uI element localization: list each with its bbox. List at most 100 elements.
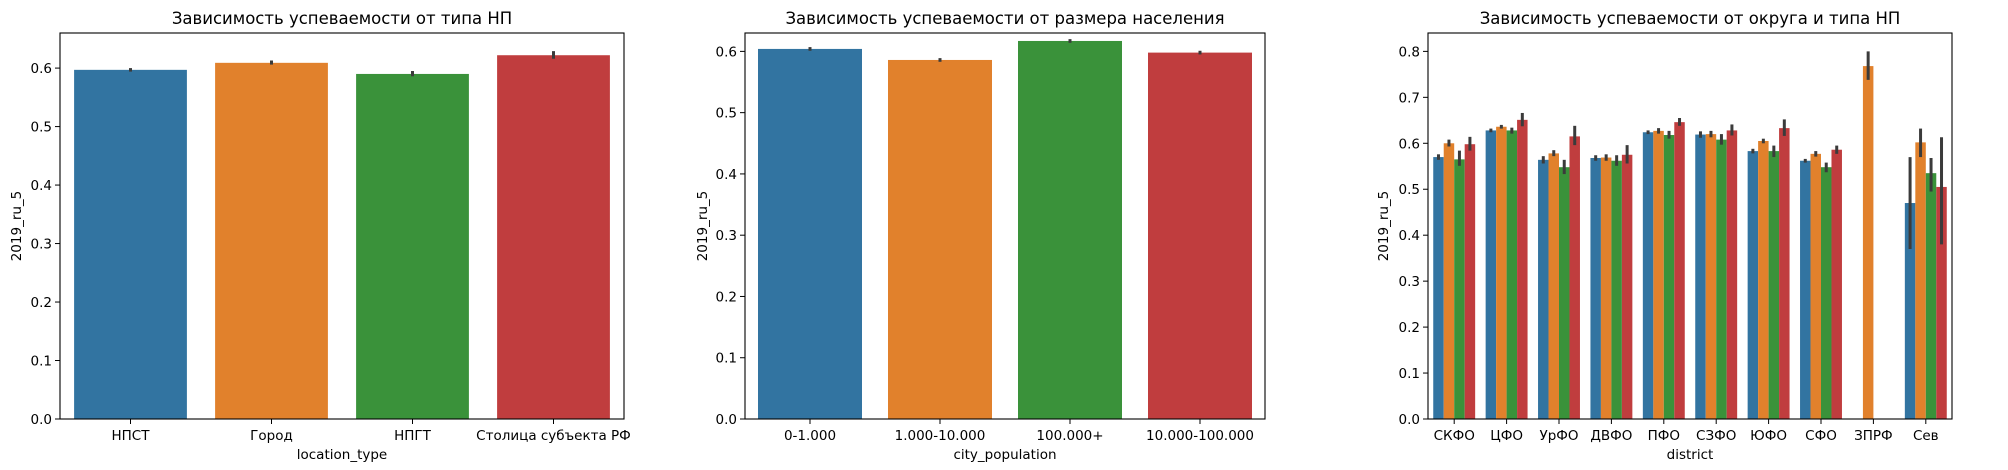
bar (1936, 186, 1947, 419)
y-tick-label: 0.4 (716, 167, 737, 183)
chart-district: Зависимость успеваемости от округа и тип… (1376, 9, 1953, 463)
axes-frame (744, 32, 1266, 420)
y-tick-label: 0.0 (716, 412, 737, 428)
y-tick-label: 0.2 (31, 295, 52, 311)
bar (1904, 203, 1916, 419)
bar (1716, 139, 1727, 419)
bar (1600, 157, 1612, 419)
y-tick-label: 0.3 (1399, 274, 1420, 290)
bar (1018, 40, 1122, 419)
bar (1611, 160, 1622, 419)
bar (1443, 143, 1455, 420)
bar (1653, 130, 1664, 419)
x-tick-label: 1.000-10.000 (895, 428, 986, 444)
y-tick-label: 0.1 (1399, 366, 1420, 382)
x-tick-label: 10.000-100.000 (1146, 428, 1254, 444)
y-axis-label: 2019_ru_5 (1376, 191, 1392, 262)
y-axis-label: 2019_ru_5 (695, 191, 711, 262)
y-tick-label: 0.2 (716, 289, 737, 305)
bar (1768, 151, 1780, 419)
y-tick-label: 0.0 (1399, 412, 1420, 428)
bar (1496, 126, 1507, 419)
x-tick-label: СКФО (1434, 428, 1475, 444)
x-axis-label: location_type (297, 447, 387, 463)
x-tick-label: Столица субъекта РФ (476, 428, 631, 444)
bar (1485, 130, 1497, 419)
x-tick-label: 0-1.000 (784, 428, 836, 444)
bar (215, 62, 328, 420)
y-tick-label: 0.5 (716, 106, 737, 122)
bar (1726, 130, 1738, 419)
bar (1810, 153, 1821, 419)
bar (497, 55, 610, 419)
x-tick-label: ПФО (1648, 428, 1680, 444)
bar (1538, 159, 1549, 420)
chart-title: Зависимость успеваемости от округа и тип… (1480, 9, 1901, 28)
bar (1148, 52, 1252, 419)
bar (1663, 135, 1675, 419)
bar (1674, 122, 1685, 420)
bar (1925, 173, 1937, 419)
bar (1506, 130, 1518, 419)
bar (1569, 136, 1580, 419)
bar (1800, 160, 1811, 419)
y-tick-label: 0.5 (1399, 182, 1420, 198)
bar (758, 48, 862, 419)
chart-title: Зависимость успеваемости от размера насе… (785, 9, 1224, 28)
bar (1862, 66, 1874, 419)
axes-frame (1427, 32, 1953, 420)
y-tick-label: 0.8 (1399, 44, 1420, 60)
y-tick-label: 0.2 (1399, 320, 1420, 336)
chart-location-type: Зависимость успеваемости от типа НП loca… (9, 9, 631, 463)
bar (1779, 128, 1790, 419)
x-tick-label: Сев (1913, 428, 1939, 444)
x-tick-label: ЗПРФ (1854, 428, 1893, 444)
bar (356, 73, 469, 419)
y-tick-label: 0.4 (1399, 228, 1420, 244)
bar (1915, 142, 1926, 419)
bar (1705, 134, 1717, 419)
x-axis-label: city_population (953, 447, 1056, 463)
bar (1695, 134, 1706, 420)
x-tick-label: ЮФО (1750, 428, 1787, 444)
bar (1454, 159, 1465, 419)
bar (1548, 153, 1559, 419)
bar (1758, 140, 1769, 419)
y-tick-label: 0.6 (716, 44, 737, 60)
bar (1642, 132, 1654, 419)
y-tick-label: 0.1 (31, 354, 52, 370)
bar (1621, 154, 1633, 419)
bar (1821, 167, 1832, 419)
x-tick-label: СЗФО (1696, 428, 1736, 444)
y-tick-label: 0.6 (31, 61, 52, 77)
bar (1559, 167, 1570, 419)
bar (1831, 149, 1842, 419)
y-tick-label: 0.3 (716, 228, 737, 244)
bar (1517, 119, 1528, 419)
bar (888, 59, 992, 419)
y-axis-label: 2019_ru_5 (9, 191, 25, 262)
x-tick-label: НПГТ (394, 428, 432, 444)
x-tick-label: ДВФО (1590, 428, 1632, 444)
x-axis-label: district (1667, 447, 1714, 463)
y-tick-label: 0.7 (1399, 90, 1420, 106)
chart-city-population: Зависимость успеваемости от размера насе… (695, 9, 1266, 463)
y-tick-label: 0.1 (716, 351, 737, 367)
bar (1464, 144, 1476, 419)
x-tick-label: УрФО (1539, 428, 1578, 444)
bar (1747, 151, 1759, 419)
x-tick-label: Город (250, 428, 293, 444)
chart-title: Зависимость успеваемости от типа НП (172, 9, 512, 28)
axes-frame (59, 32, 625, 420)
y-tick-label: 0.0 (31, 412, 52, 428)
y-tick-label: 0.6 (1399, 136, 1420, 152)
bar (1433, 157, 1444, 420)
x-tick-label: 100.000+ (1036, 428, 1103, 444)
x-tick-label: ЦФО (1490, 428, 1523, 444)
x-tick-label: НПСТ (112, 428, 151, 444)
y-tick-label: 0.4 (31, 178, 52, 194)
y-tick-label: 0.3 (31, 237, 52, 253)
x-tick-label: СФО (1805, 428, 1837, 444)
y-tick-label: 0.5 (31, 120, 52, 136)
